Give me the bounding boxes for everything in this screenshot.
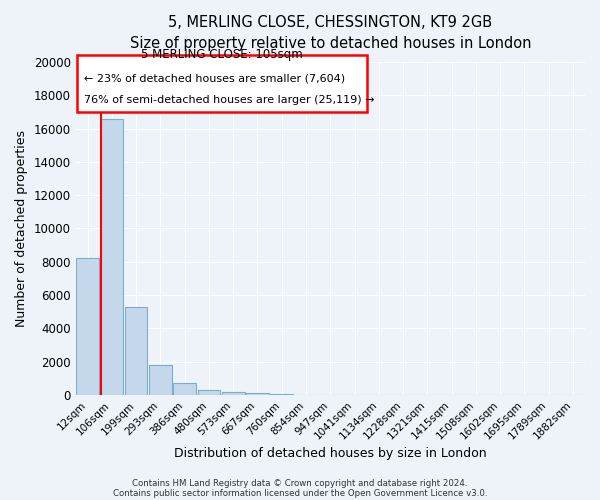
FancyBboxPatch shape [77, 55, 367, 112]
Bar [173, 382, 196, 395]
Bar [271, 394, 293, 395]
Text: Contains HM Land Registry data © Crown copyright and database right 2024.: Contains HM Land Registry data © Crown c… [132, 478, 468, 488]
Text: ← 23% of detached houses are smaller (7,604): ← 23% of detached houses are smaller (7,… [84, 74, 345, 84]
Bar [149, 365, 172, 395]
Bar [222, 392, 245, 395]
Y-axis label: Number of detached properties: Number of detached properties [15, 130, 28, 327]
Bar [76, 258, 99, 395]
Text: 5 MERLING CLOSE: 105sqm: 5 MERLING CLOSE: 105sqm [141, 48, 302, 61]
Bar [125, 307, 148, 395]
Bar [246, 393, 269, 395]
Text: 76% of semi-detached houses are larger (25,119) →: 76% of semi-detached houses are larger (… [84, 95, 374, 105]
Text: Contains public sector information licensed under the Open Government Licence v3: Contains public sector information licen… [113, 488, 487, 498]
Title: 5, MERLING CLOSE, CHESSINGTON, KT9 2GB
Size of property relative to detached hou: 5, MERLING CLOSE, CHESSINGTON, KT9 2GB S… [130, 15, 531, 51]
Bar [101, 118, 123, 395]
Bar [197, 390, 220, 395]
X-axis label: Distribution of detached houses by size in London: Distribution of detached houses by size … [174, 447, 487, 460]
